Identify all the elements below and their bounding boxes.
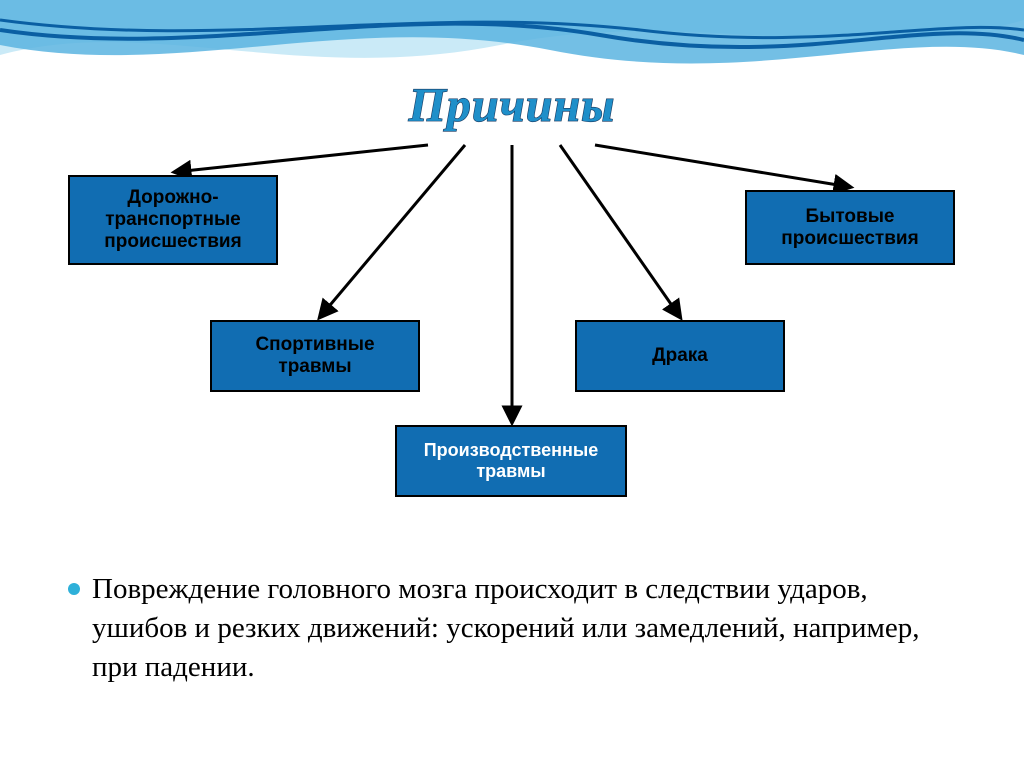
node-label: Дорожно-транспортныепроисшествия <box>104 187 241 253</box>
diagram-node-box5: Бытовыепроисшествия <box>745 190 955 265</box>
diagram-title: Причины <box>0 75 1024 151</box>
arrow-5 <box>595 145 850 187</box>
title-text: Причины <box>408 79 616 132</box>
node-label: Производственныетравмы <box>424 440 599 482</box>
node-label: Драка <box>652 345 708 367</box>
diagram-node-box3: Производственныетравмы <box>395 425 627 497</box>
bullet-section: Повреждение головного мозга происходит в… <box>68 570 968 687</box>
arrow-4 <box>560 145 680 317</box>
node-label: Бытовыепроисшествия <box>781 206 918 250</box>
bullet-text: Повреждение головного мозга происходит в… <box>92 570 968 687</box>
diagram-node-box1: Дорожно-транспортныепроисшествия <box>68 175 278 265</box>
arrow-2 <box>320 145 465 317</box>
bullet-dot-icon <box>68 583 80 595</box>
diagram-node-box2: Спортивныетравмы <box>210 320 420 392</box>
diagram-node-box4: Драка <box>575 320 785 392</box>
node-label: Спортивныетравмы <box>255 334 374 378</box>
bullet-item: Повреждение головного мозга происходит в… <box>68 570 968 687</box>
